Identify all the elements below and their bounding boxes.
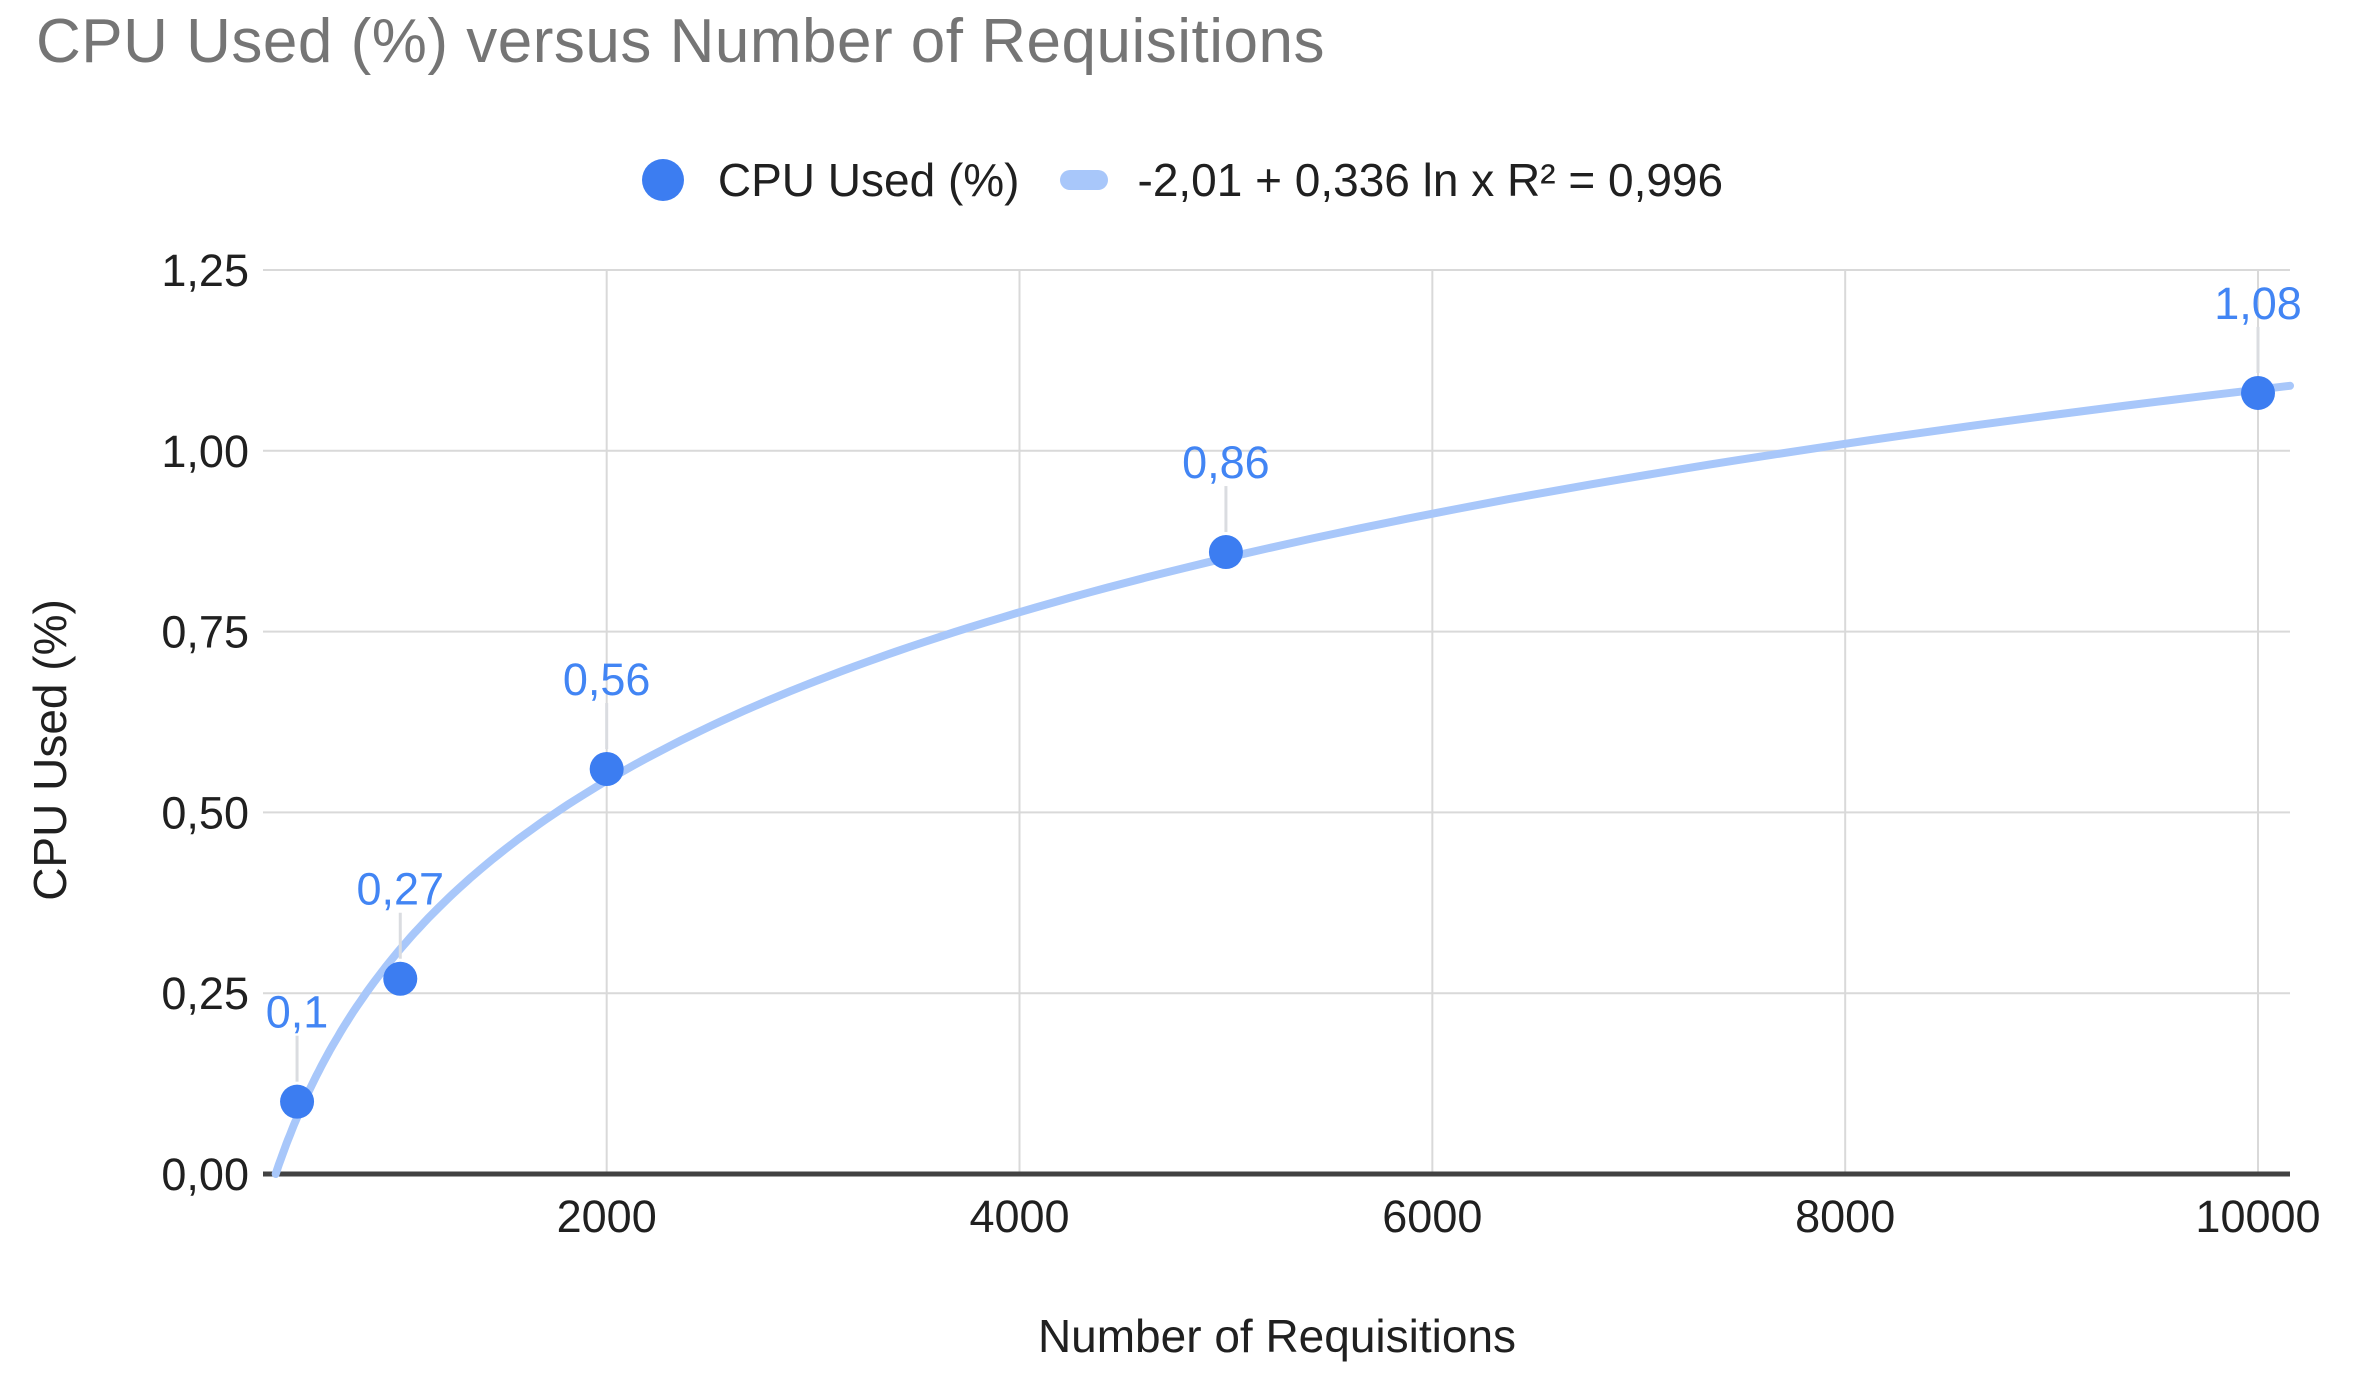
x-tick-label: 4000 <box>969 1191 1069 1242</box>
y-tick-label: 1,00 <box>161 426 249 477</box>
trendline-layer <box>271 381 2294 1178</box>
data-point[interactable] <box>383 961 418 996</box>
y-axis-title: CPU Used (%) <box>24 599 76 901</box>
series-marker-icon <box>641 159 684 201</box>
data-point[interactable] <box>280 1084 315 1119</box>
data-point[interactable] <box>2241 375 2276 410</box>
trendline-swatch-icon <box>1059 170 1108 190</box>
x-tick-label: 8000 <box>1795 1191 1895 1242</box>
legend-item-series[interactable]: CPU Used (%) <box>641 153 1020 207</box>
legend-series-label: CPU Used (%) <box>717 154 1020 206</box>
tick-labels-layer: 0,00 0,25 0,50 0,75 1,00 1,25 2000 4000 6000 8000… <box>161 245 2320 1242</box>
x-tick-label: 6000 <box>1382 1191 1482 1242</box>
y-tick-label: 0,50 <box>161 787 249 838</box>
data-labels-layer: 0,1 0,27 0,56 0,86 1,08 <box>266 278 2302 1038</box>
data-point-label: 0,86 <box>1182 437 1270 488</box>
trendline-curve <box>271 381 2294 1178</box>
legend-item-trendline[interactable]: -2,01 + 0,336 ln x R² = 0,996 <box>1059 153 1724 207</box>
x-tick-label: 2000 <box>557 1191 657 1242</box>
data-point[interactable] <box>1208 535 1243 570</box>
chart-legend: CPU Used (%) -2,01 + 0,336 ln x R² = 0,9… <box>0 150 2365 210</box>
y-tick-label: 1,25 <box>161 245 249 296</box>
data-point-label: 0,1 <box>266 987 329 1038</box>
gridlines <box>263 269 2290 1174</box>
data-point[interactable] <box>589 752 624 787</box>
legend-trendline-equation: -2,01 + 0,336 ln x R² = 0,996 <box>1137 154 1724 206</box>
data-label-leader-lines <box>295 326 2260 1082</box>
chart-title: CPU Used (%) versus Number of Requisitio… <box>36 7 1325 76</box>
y-tick-label: 0,00 <box>161 1149 249 1200</box>
x-tick-label: 10000 <box>2195 1191 2320 1242</box>
data-point-label: 0,56 <box>563 654 651 705</box>
data-point-label: 0,27 <box>356 864 444 915</box>
data-points-layer <box>280 375 2276 1119</box>
data-point-label: 1,08 <box>2214 278 2302 329</box>
y-tick-label: 0,75 <box>161 607 249 658</box>
x-axis-title: Number of Requisitions <box>1038 1310 1516 1362</box>
y-tick-label: 0,25 <box>161 968 249 1019</box>
